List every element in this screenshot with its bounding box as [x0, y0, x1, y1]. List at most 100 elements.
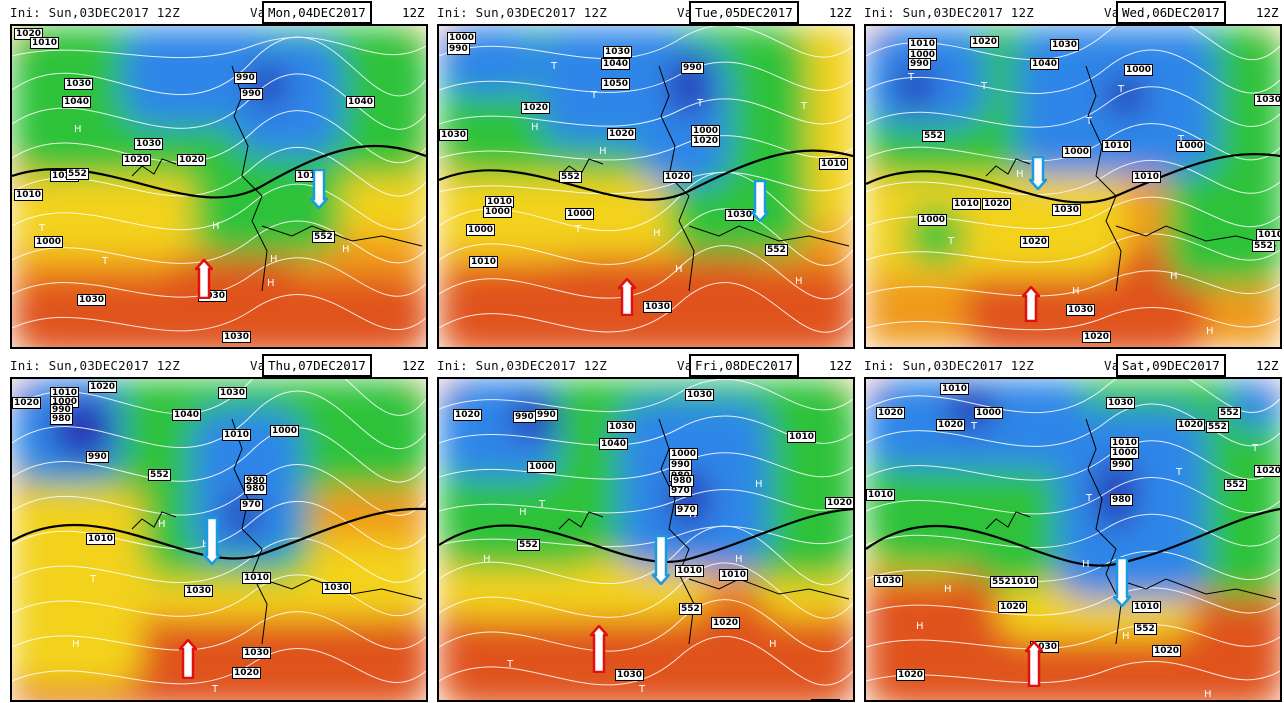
- isobar-value-label: 1020: [876, 407, 906, 419]
- panel-header: Ini: Sun,03DEC2017 12ZValMon,04DEC201712…: [10, 0, 428, 24]
- isobar-value-label: 1000: [483, 206, 513, 218]
- warm-advection-arrow: [1022, 286, 1040, 322]
- valid-date-box: Fri,08DEC2017: [689, 354, 799, 377]
- isobar-value-label: 1000: [270, 425, 300, 437]
- valid-date-box: Thu,07DEC2017: [262, 354, 372, 377]
- isobar-value-label: 1020: [607, 128, 637, 140]
- isobar-value-label: 1030: [242, 647, 272, 659]
- isobar-value-label: 1030: [1050, 39, 1080, 51]
- low-pressure-marker: T: [908, 72, 915, 83]
- high-pressure-marker: H: [72, 639, 80, 650]
- isobar-value-label: 1030: [685, 389, 715, 401]
- warm-advection-arrow: [590, 625, 608, 673]
- isobar-value-label: 1030: [643, 301, 673, 313]
- low-pressure-marker: T: [90, 574, 97, 585]
- high-pressure-marker: H: [1122, 631, 1130, 642]
- isobar-value-label: 1010: [952, 198, 982, 210]
- isobar-value-label: 552: [1206, 421, 1229, 433]
- forecast-panel: Ini: Sun,03DEC2017 12ZValFri,08DEC201712…: [437, 353, 855, 702]
- forecast-panel: Ini: Sun,03DEC2017 12ZValTue,05DEC201712…: [437, 0, 855, 349]
- low-pressure-marker: T: [212, 684, 219, 695]
- isobar-value-label: 970: [240, 499, 263, 511]
- low-pressure-marker: T: [591, 90, 598, 101]
- isobar-value-label: 1020: [936, 419, 966, 431]
- forecast-panel: Ini: Sun,03DEC2017 12ZValMon,04DEC201712…: [10, 0, 428, 349]
- high-pressure-marker: H: [769, 639, 777, 650]
- high-pressure-marker: H: [1170, 271, 1178, 282]
- isobar-value-label: 1030: [1066, 304, 1096, 316]
- isobar-value-label: 980: [671, 475, 694, 487]
- valid-hour-label: 12Z: [829, 358, 852, 373]
- isobar-lines: [866, 379, 1280, 684]
- isobar-value-label: 1010: [866, 489, 896, 501]
- isobar-value-label: 980: [1110, 494, 1133, 506]
- pressure-map: 1000 990 1030 1040 1050 1020 1030 990 1000 1020 10…: [437, 24, 855, 349]
- isobar-value-label: 1020: [177, 154, 207, 166]
- isobar-value-label: 1010: [1102, 140, 1132, 152]
- isobar-value-label: 1010: [1132, 601, 1162, 613]
- high-pressure-marker: H: [1016, 169, 1024, 180]
- isobar-value-label: 1020: [811, 699, 841, 700]
- pressure-map: 1010 1000 990 1020 1030 1040 1000 1030 552 1000 10…: [864, 24, 1282, 349]
- isobar-value-label: 1020: [1176, 419, 1206, 431]
- low-pressure-marker: T: [1176, 467, 1183, 478]
- isobar-value-label: 1030: [1254, 94, 1282, 106]
- isobar-value-label: 5521010: [990, 576, 1038, 588]
- isobar-value-label: 1020: [88, 381, 118, 393]
- isobar-value-label: 1000: [918, 214, 948, 226]
- high-pressure-marker: H: [342, 244, 350, 255]
- isobar-value-label: 1030: [439, 129, 469, 141]
- init-time-label: Ini: Sun,03DEC2017 12Z: [10, 5, 180, 20]
- panel-header: Ini: Sun,03DEC2017 12ZValSat,09DEC201712…: [864, 353, 1282, 377]
- low-pressure-marker: T: [507, 659, 514, 670]
- isobar-value-label: 1010: [819, 158, 849, 170]
- isobar-value-label: 1020: [691, 135, 721, 147]
- isobar-value-label: 1020: [521, 102, 551, 114]
- isobar-value-label: 1020: [122, 154, 152, 166]
- isobar-value-label: 990: [86, 451, 109, 463]
- isobar-value-label: 1020: [1020, 236, 1050, 248]
- high-pressure-marker: H: [1206, 326, 1214, 337]
- high-pressure-marker: H: [689, 509, 697, 520]
- valid-date-box: Sat,09DEC2017: [1116, 354, 1226, 377]
- valid-hour-label: 12Z: [1256, 5, 1279, 20]
- panel-header: Ini: Sun,03DEC2017 12ZValFri,08DEC201712…: [437, 353, 855, 377]
- coastline: [558, 418, 850, 645]
- isobar-value-label: 552: [517, 539, 540, 551]
- valid-date-box: Mon,04DEC2017: [262, 1, 372, 24]
- map-field-svg: [439, 379, 853, 700]
- low-pressure-marker: T: [102, 256, 109, 267]
- pressure-map: 1020990990103010401030100099098097098097…: [437, 377, 855, 702]
- isobar-value-label: 990: [240, 88, 263, 100]
- isobar-value-label: 552: [922, 130, 945, 142]
- init-time-label: Ini: Sun,03DEC2017 12Z: [437, 358, 607, 373]
- valid-hour-label: 12Z: [829, 5, 852, 20]
- isobar-value-label: 990: [234, 72, 257, 84]
- isobar-value-label: 1020: [12, 397, 42, 409]
- isobar-value-label: 1010: [242, 572, 272, 584]
- isobar-value-label: 1010: [469, 256, 499, 268]
- map-field-svg: [866, 26, 1280, 347]
- panel-header: Ini: Sun,03DEC2017 12ZValTue,05DEC201712…: [437, 0, 855, 24]
- low-pressure-marker: T: [801, 101, 808, 112]
- low-pressure-marker: T: [575, 224, 582, 235]
- isobar-value-label: 1020: [711, 617, 741, 629]
- isobar-value-label: 1030: [134, 138, 164, 150]
- isobar-value-label: 1010: [1132, 171, 1162, 183]
- cold-advection-arrow: [203, 517, 221, 565]
- panel-header: Ini: Sun,03DEC2017 12ZValThu,07DEC201712…: [10, 353, 428, 377]
- valid-date-box: Wed,06DEC2017: [1116, 1, 1226, 24]
- isobar-value-label: 980: [244, 483, 267, 495]
- isobar-value-label: 990: [447, 43, 470, 55]
- isobar-value-label: 970: [669, 485, 692, 497]
- low-pressure-marker: T: [1118, 84, 1125, 95]
- high-pressure-marker: H: [755, 479, 763, 490]
- isobar-value-label: 1020: [982, 198, 1012, 210]
- map-field-svg: [439, 26, 853, 347]
- pressure-map: 1010 1020 1020 1000 1030 1020 552 552 1010 1000 99…: [864, 377, 1282, 702]
- panel-header: Ini: Sun,03DEC2017 12ZValWed,06DEC201712…: [864, 0, 1282, 24]
- isobar-value-label: 1000: [466, 224, 496, 236]
- isobar-value-label: 1030: [184, 585, 214, 597]
- isobar-value-label: 1000: [1062, 146, 1092, 158]
- isobar-value-label: 1020: [998, 601, 1028, 613]
